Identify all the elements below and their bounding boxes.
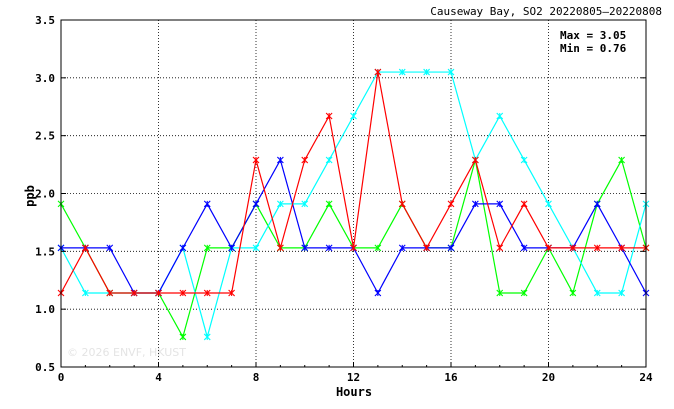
x-tick-label: 24 bbox=[639, 371, 653, 384]
watermark: © 2026 ENVF, HKUST bbox=[67, 346, 186, 359]
grid bbox=[61, 20, 646, 367]
data-point-marker bbox=[252, 244, 260, 252]
max-label: Max = 3.05 bbox=[560, 29, 626, 42]
x-tick-label: 4 bbox=[155, 371, 162, 384]
data-point-marker bbox=[81, 289, 89, 297]
data-point-marker bbox=[179, 289, 187, 297]
x-tick-label: 8 bbox=[253, 371, 260, 384]
data-point-marker bbox=[520, 289, 528, 297]
y-tick-label: 2.0 bbox=[35, 188, 55, 201]
y-tick-label: 1.5 bbox=[35, 245, 55, 258]
data-point-marker bbox=[276, 156, 284, 164]
y-tick-label: 3.0 bbox=[35, 72, 55, 85]
data-point-marker bbox=[203, 333, 211, 341]
data-point-marker bbox=[545, 244, 552, 252]
data-point-marker bbox=[398, 244, 406, 252]
x-tick-label: 16 bbox=[444, 371, 458, 384]
data-point-marker bbox=[423, 244, 431, 252]
y-tick-label: 2.5 bbox=[35, 130, 55, 143]
data-point-marker bbox=[228, 244, 236, 252]
x-tick-label: 0 bbox=[58, 371, 65, 384]
data-point-marker bbox=[447, 68, 455, 76]
data-point-marker bbox=[325, 112, 333, 120]
data-point-marker bbox=[593, 200, 601, 208]
data-point-marker bbox=[618, 289, 626, 297]
x-axis-label: Hours bbox=[336, 385, 372, 399]
y-axis-label: ppb bbox=[23, 185, 37, 207]
data-point-marker bbox=[301, 244, 309, 252]
data-point-marker bbox=[203, 244, 211, 252]
data-point-marker bbox=[374, 244, 382, 252]
series-line bbox=[60, 71, 647, 340]
data-point-marker bbox=[496, 112, 504, 120]
data-point-marker bbox=[374, 289, 382, 297]
data-point-marker bbox=[155, 289, 162, 297]
data-point-marker bbox=[325, 200, 333, 208]
data-point-marker bbox=[276, 244, 284, 252]
x-tick-label: 12 bbox=[347, 371, 360, 384]
data-point-marker bbox=[569, 244, 577, 252]
data-point-marker bbox=[471, 156, 479, 164]
data-point-marker bbox=[618, 244, 626, 252]
data-point-marker bbox=[471, 200, 479, 208]
data-point-marker bbox=[569, 289, 577, 297]
series-layer bbox=[57, 68, 650, 341]
data-point-marker bbox=[496, 200, 504, 208]
data-point-marker bbox=[203, 200, 211, 208]
data-point-marker bbox=[545, 200, 552, 208]
chart-title: Causeway Bay, SO2 20220805–20220808 bbox=[430, 5, 662, 18]
data-point-marker bbox=[423, 68, 431, 76]
data-point-marker bbox=[520, 200, 528, 208]
y-tick-label: 1.0 bbox=[35, 303, 55, 316]
data-point-marker bbox=[398, 68, 406, 76]
data-point-marker bbox=[179, 244, 187, 252]
data-point-marker bbox=[447, 244, 455, 252]
data-point-marker bbox=[593, 244, 601, 252]
data-point-marker bbox=[325, 244, 333, 252]
data-point-marker bbox=[203, 289, 211, 297]
data-point-marker bbox=[374, 68, 382, 76]
data-point-marker bbox=[447, 200, 455, 208]
data-point-marker bbox=[252, 156, 260, 164]
data-point-marker bbox=[496, 289, 504, 297]
data-point-marker bbox=[228, 289, 236, 297]
data-point-marker bbox=[106, 244, 114, 252]
data-point-marker bbox=[593, 289, 601, 297]
x-tick-label: 20 bbox=[542, 371, 555, 384]
data-point-marker bbox=[130, 289, 138, 297]
series-4 bbox=[57, 68, 650, 297]
data-point-marker bbox=[81, 244, 89, 252]
data-point-marker bbox=[350, 112, 357, 120]
data-point-marker bbox=[618, 156, 626, 164]
data-point-marker bbox=[252, 200, 260, 208]
data-point-marker bbox=[350, 244, 357, 252]
min-label: Min = 0.76 bbox=[560, 42, 627, 55]
data-point-marker bbox=[179, 333, 187, 341]
data-point-marker bbox=[301, 200, 309, 208]
data-point-marker bbox=[106, 289, 114, 297]
data-point-marker bbox=[520, 156, 528, 164]
data-point-marker bbox=[496, 244, 504, 252]
data-point-marker bbox=[276, 200, 284, 208]
y-tick-label: 0.5 bbox=[35, 361, 55, 374]
y-tick-label: 3.5 bbox=[35, 14, 55, 27]
data-point-marker bbox=[398, 200, 406, 208]
data-point-marker bbox=[520, 244, 528, 252]
data-point-marker bbox=[325, 156, 333, 164]
data-point-marker bbox=[301, 156, 309, 164]
axis-ticks: 0 4 8 12 16 20 24 0.5 1.0 1.5 2.0 2.5 3.0 3.5 bbox=[35, 14, 653, 384]
